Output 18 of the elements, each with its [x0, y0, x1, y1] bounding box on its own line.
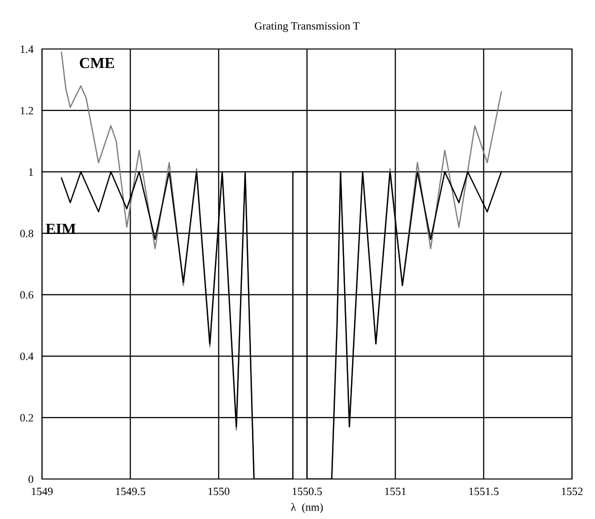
y-tick-label: 1.4	[20, 46, 34, 54]
x-tick-label: 1549	[32, 488, 53, 496]
y-tick-label: 0	[28, 475, 34, 483]
x-tick-label: 1550.5	[292, 488, 322, 496]
y-tick-label: 0.2	[20, 414, 34, 422]
chart-title: Grating Transmission T	[254, 22, 360, 32]
y-tick-label: 0.8	[20, 230, 34, 238]
y-tick-label: 1.2	[20, 106, 34, 114]
y-tick-label: 0.6	[20, 291, 34, 299]
x-tick-label: 1551.5	[469, 488, 499, 496]
x-tick-label: 1549.5	[116, 488, 146, 496]
x-tick-label: 1550	[208, 488, 230, 496]
x-tick-label: 1551	[385, 488, 406, 496]
y-tick-label: 0.4	[20, 352, 34, 360]
x-tick-label: 1552	[562, 488, 582, 496]
series-label: CME	[80, 58, 114, 68]
y-tick-label: 1	[29, 168, 33, 176]
x-axis-title: λ (nm)	[291, 502, 323, 514]
